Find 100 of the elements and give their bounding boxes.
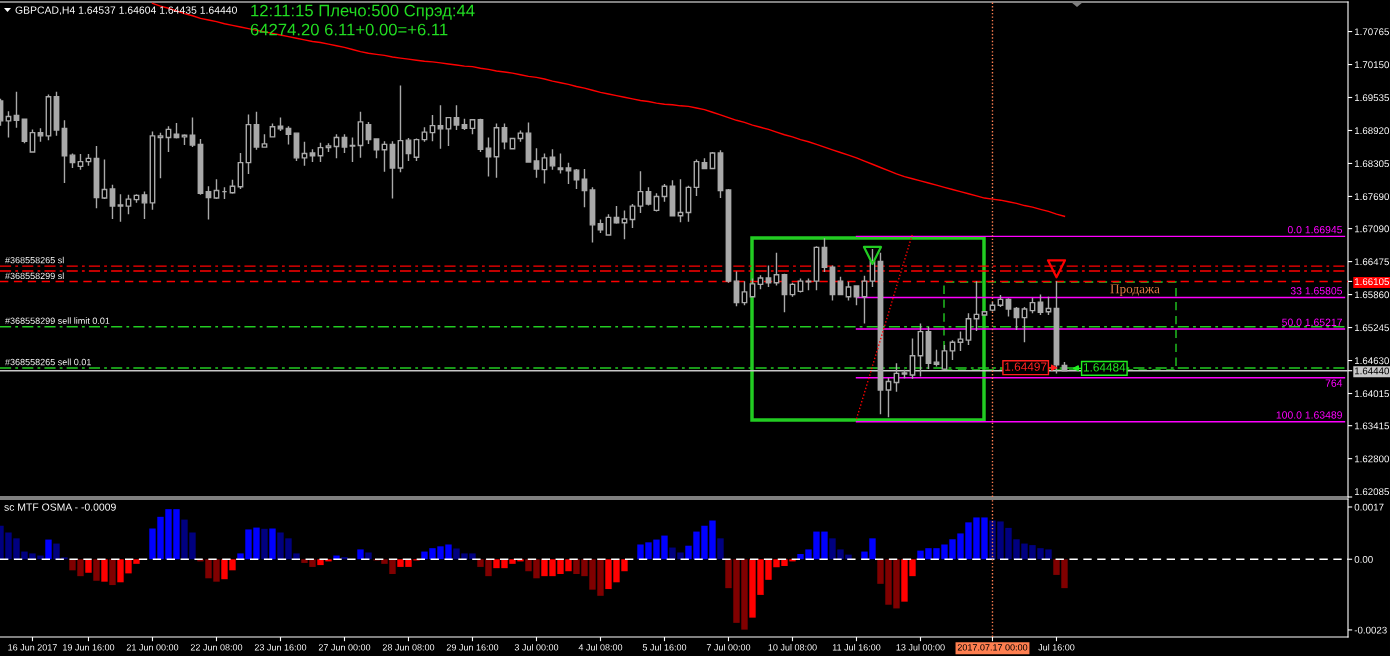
- candlestick: [341, 133, 348, 154]
- candlestick: [933, 349, 940, 368]
- candlestick: [69, 152, 76, 169]
- y-tick-label: 1.68920: [1354, 127, 1390, 135]
- x-tick-label: 23 Jun 16:00: [254, 644, 307, 651]
- bar: [269, 528, 276, 560]
- y-tick-label: 1.64440: [1354, 367, 1390, 375]
- candlestick: [437, 104, 444, 150]
- x-tick-label: 21 Jun 00:00: [126, 644, 179, 651]
- bar: [717, 538, 724, 560]
- candlestick: [541, 152, 548, 185]
- candlestick: [125, 194, 132, 215]
- candlestick: [381, 140, 388, 173]
- candlestick: [525, 121, 532, 164]
- x-tick-label: 19 Jun 16:00: [63, 644, 115, 651]
- candlestick: [205, 185, 212, 221]
- x-tick-label: 28 Jun 08:00: [382, 644, 435, 651]
- candlestick: [853, 285, 860, 306]
- bar: [85, 559, 92, 573]
- candlestick: [885, 376, 892, 419]
- candlestick: [349, 136, 356, 163]
- candlestick: [445, 116, 452, 147]
- candlestick: [901, 368, 908, 379]
- y-tick-label: 1.64015: [1354, 390, 1389, 398]
- bar: [261, 528, 268, 560]
- candlestick: [1037, 293, 1044, 316]
- candlestick: [285, 125, 292, 146]
- candlestick: [261, 133, 268, 148]
- bar: [45, 539, 52, 560]
- y-tick-label: 1.70150: [1354, 61, 1390, 69]
- y-tick-label: 1.68305: [1354, 160, 1389, 168]
- candlestick: [245, 113, 252, 175]
- annotation: Продажа: [1110, 284, 1160, 296]
- candlestick: [973, 280, 980, 332]
- candlestick: [181, 133, 188, 146]
- candlestick: [165, 125, 172, 153]
- candlestick: [589, 186, 596, 244]
- candlestick: [757, 274, 764, 290]
- candlestick: [317, 142, 324, 163]
- candlestick: [1045, 296, 1052, 316]
- ref-line-label: #368558299 sl: [5, 272, 64, 280]
- candlestick: [549, 148, 556, 171]
- candlestick: [141, 190, 148, 220]
- candlestick: [397, 84, 404, 174]
- candlestick: [293, 131, 300, 162]
- bar: [357, 549, 364, 560]
- annotation: 12:11:15 Плечо:500 Спрэд:44: [251, 4, 475, 20]
- candlestick: [893, 362, 900, 393]
- candlestick: [629, 203, 636, 229]
- candlestick: [461, 117, 468, 131]
- candlestick: [357, 111, 364, 159]
- candlestick: [821, 237, 828, 273]
- candlestick: [581, 168, 588, 208]
- series-label: 50.0 1.65217: [1282, 318, 1342, 326]
- candlestick: [797, 277, 804, 294]
- candlestick: [805, 277, 812, 291]
- candlestick: [253, 111, 260, 151]
- ref-line-label: #368558299 sell limit 0.01: [5, 317, 110, 324]
- candlestick: [421, 126, 428, 143]
- y-tick-label: 1.64630: [1354, 357, 1390, 365]
- candlestick: [5, 110, 12, 139]
- x-tick-label: 4 Jul 08:00: [578, 643, 623, 651]
- candlestick: [1013, 306, 1020, 331]
- candlestick: [941, 344, 948, 370]
- candlestick: [773, 252, 780, 287]
- candlestick: [469, 119, 476, 135]
- y-tick-label: 1.65860: [1354, 291, 1390, 299]
- candlestick: [741, 280, 748, 306]
- candlestick: [909, 337, 916, 380]
- ref-line-label: #368558265 sl: [5, 256, 64, 264]
- y-tick-label: 1.70765: [1354, 28, 1389, 36]
- candlestick: [733, 270, 740, 308]
- candlestick: [29, 128, 36, 153]
- y-tick-label: 1.69535: [1354, 94, 1389, 102]
- candlestick: [645, 186, 652, 207]
- candlestick: [781, 272, 788, 313]
- x-tick-label: 13 Jul 00:00: [896, 643, 945, 651]
- chart-title: sc MTF OSMA - -0.0009: [4, 503, 116, 511]
- x-tick-label: 3 Jul 00:00: [514, 643, 559, 651]
- x-tick-label: 27 Jun 00:00: [318, 644, 371, 651]
- y-tick-label: 1.62800: [1354, 455, 1390, 463]
- x-tick-label: 29 Jun 16:00: [446, 644, 499, 651]
- bar: [101, 559, 108, 582]
- candlestick: [61, 119, 68, 184]
- x-tick-label: 5 Jul 16:00: [642, 643, 687, 651]
- candlestick: [597, 218, 604, 234]
- candlestick: [389, 140, 396, 200]
- candlestick: [77, 153, 84, 171]
- y-tick-label: 1.65245: [1354, 324, 1389, 332]
- ref-line-label: #368558265 sell 0.01: [5, 358, 91, 366]
- candlestick: [949, 339, 956, 361]
- x-tick-label: 22 Jun 08:00: [190, 644, 243, 651]
- candlestick: [333, 133, 340, 160]
- candlestick: [405, 137, 412, 162]
- candlestick: [157, 131, 164, 179]
- candlestick: [1021, 306, 1028, 343]
- candlestick: [277, 116, 284, 132]
- series-label: 764: [1325, 379, 1343, 387]
- candlestick: [373, 137, 380, 160]
- candlestick: [485, 136, 492, 178]
